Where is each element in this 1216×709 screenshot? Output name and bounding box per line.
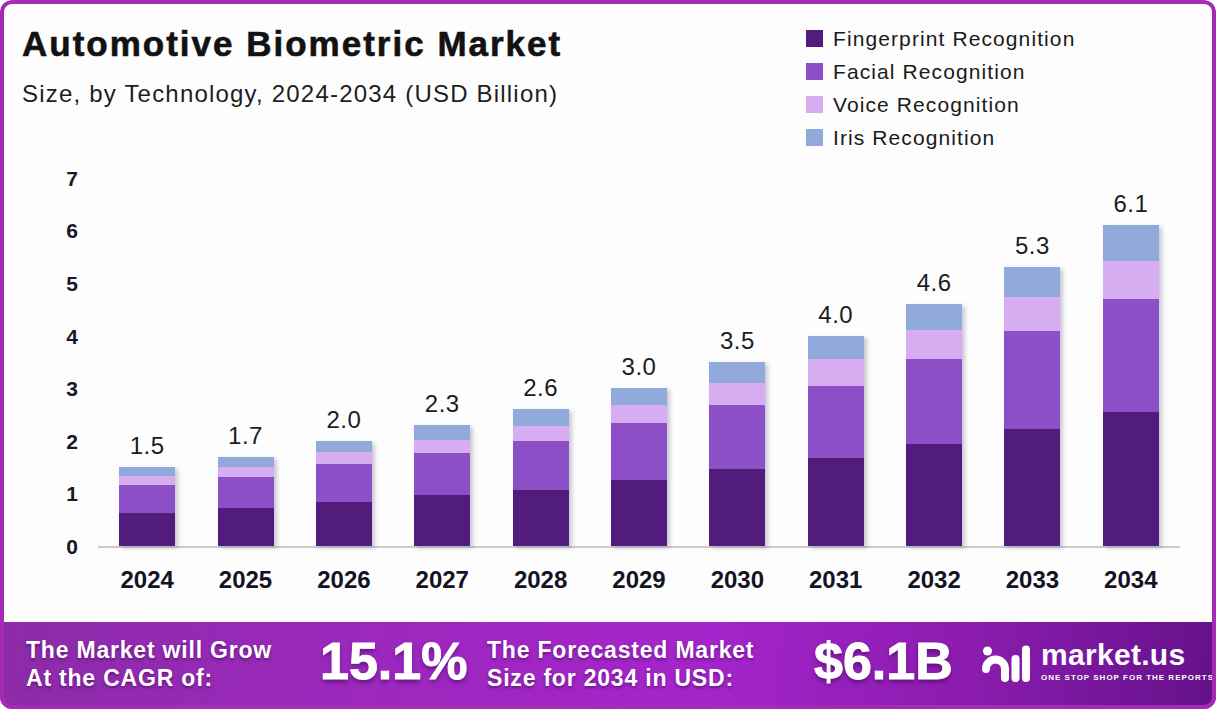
bar-segment [611, 388, 667, 405]
bar-total-label: 2.0 [299, 406, 389, 434]
bar-segment [316, 441, 372, 453]
y-axis-tick-label: 3 [28, 377, 78, 401]
bar-segment [119, 467, 175, 476]
stacked-bar-2025 [218, 457, 274, 546]
y-axis-tick-label: 5 [28, 272, 78, 296]
bar-segment [709, 469, 765, 546]
bar-total-label: 5.3 [987, 232, 1077, 260]
bar-segment [414, 495, 470, 546]
x-axis-category-label: 2026 [299, 566, 389, 594]
stacked-bar-2026 [316, 441, 372, 546]
bar-segment [218, 508, 274, 546]
bar-total-label: 4.6 [889, 269, 979, 297]
y-axis-tick-label: 2 [28, 430, 78, 454]
bar-segment [119, 513, 175, 546]
forecast-value: $6.1B [814, 631, 953, 691]
plot-area: 0 1 2 3 4 5 6 7 1.5 2024 1.7 2025 2.0 2026 2.3 2027 2.6 2… [0, 0, 1216, 709]
bar-segment [906, 444, 962, 546]
market-us-logo-icon [982, 643, 1032, 683]
bar-total-label: 3.5 [692, 327, 782, 355]
bar-segment [1103, 299, 1159, 412]
x-axis-category-label: 2030 [692, 566, 782, 594]
x-axis-category-label: 2029 [594, 566, 684, 594]
bar-segment [414, 425, 470, 440]
bar-segment [611, 423, 667, 480]
x-axis-line [98, 546, 1180, 548]
stacked-bar-2029 [611, 388, 667, 546]
stacked-bar-2032 [906, 304, 962, 546]
brand-tagline: ONE STOP SHOP FOR THE REPORTS [1041, 673, 1214, 682]
bar-segment [709, 405, 765, 469]
bar-segment [1004, 267, 1060, 297]
stacked-bar-2034 [1103, 225, 1159, 546]
bar-segment [513, 441, 569, 489]
bar-segment [808, 386, 864, 459]
bar-segment [611, 480, 667, 546]
y-axis-tick-label: 0 [28, 535, 78, 559]
x-axis-category-label: 2028 [496, 566, 586, 594]
bar-total-label: 1.5 [102, 432, 192, 460]
stacked-bar-2033 [1004, 267, 1060, 546]
bar-segment [218, 477, 274, 508]
x-axis-category-label: 2025 [201, 566, 291, 594]
bar-segment [611, 405, 667, 423]
bar-segment [218, 467, 274, 478]
x-axis-category-label: 2024 [102, 566, 192, 594]
x-axis-category-label: 2032 [889, 566, 979, 594]
x-axis-category-label: 2027 [397, 566, 487, 594]
bar-segment [316, 464, 372, 502]
x-axis-category-label: 2033 [987, 566, 1077, 594]
forecast-label: The Forecasted MarketSize for 2034 in US… [487, 636, 754, 692]
bar-segment [808, 458, 864, 546]
bar-total-label: 2.3 [397, 390, 487, 418]
stacked-bar-2031 [808, 336, 864, 546]
bar-segment [1103, 261, 1159, 299]
brand-text: market.us ONE STOP SHOP FOR THE REPORTS [1041, 640, 1214, 682]
bar-segment [709, 383, 765, 405]
bar-segment [414, 453, 470, 495]
brand-name: market.us [1041, 640, 1214, 670]
y-axis-tick-label: 7 [28, 167, 78, 191]
bar-segment [808, 359, 864, 385]
bar-segment [1103, 412, 1159, 546]
bar-segment [414, 440, 470, 453]
stacked-bar-2028 [513, 409, 569, 546]
bar-segment [906, 330, 962, 359]
stacked-bar-2027 [414, 425, 470, 546]
bar-segment [709, 362, 765, 383]
infographic-page: Automotive Biometric Market Size, by Tec… [0, 0, 1216, 709]
cagr-value: 15.1% [320, 631, 467, 691]
bar-total-label: 4.0 [791, 301, 881, 329]
bar-total-label: 3.0 [594, 353, 684, 381]
footer-banner: The Market will GrowAt the CAGR of: 15.1… [0, 622, 1216, 709]
bar-segment [1004, 429, 1060, 546]
y-axis-tick-label: 1 [28, 482, 78, 506]
bar-segment [513, 409, 569, 426]
bar-segment [906, 359, 962, 444]
bar-total-label: 6.1 [1086, 190, 1176, 218]
bar-segment [316, 452, 372, 464]
cagr-label: The Market will GrowAt the CAGR of: [26, 636, 272, 692]
bar-segment [119, 485, 175, 512]
bar-segment [808, 336, 864, 360]
bar-total-label: 1.7 [201, 422, 291, 450]
y-axis-tick-label: 6 [28, 219, 78, 243]
bar-segment [1103, 225, 1159, 261]
brand-logo: market.us ONE STOP SHOP FOR THE REPORTS [982, 640, 1214, 683]
bar-segment [1004, 331, 1060, 429]
x-axis-category-label: 2031 [791, 566, 881, 594]
bar-segment [906, 304, 962, 330]
bar-total-label: 2.6 [496, 374, 586, 402]
bar-segment [513, 426, 569, 441]
bar-segment [1004, 297, 1060, 331]
stacked-bar-2030 [709, 362, 765, 546]
bar-segment [218, 457, 274, 467]
y-axis-tick-label: 4 [28, 325, 78, 349]
x-axis-category-label: 2034 [1086, 566, 1176, 594]
bar-segment [513, 490, 569, 546]
stacked-bar-2024 [119, 467, 175, 546]
bar-segment [119, 476, 175, 485]
bar-segment [316, 502, 372, 546]
